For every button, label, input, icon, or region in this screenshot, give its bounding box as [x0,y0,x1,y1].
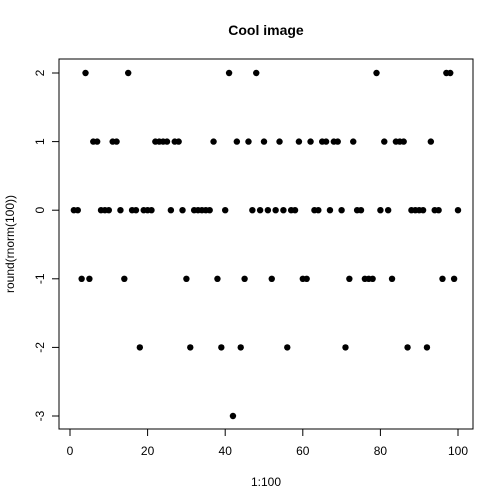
data-point [117,207,124,214]
plot-box [58,58,474,430]
data-point [322,138,330,145]
data-point [183,275,190,282]
data-point [132,207,140,214]
data-point [229,412,237,420]
y-tick-label: 0 [33,207,47,214]
data-point [439,275,446,282]
data-point [342,344,349,351]
data-point [284,344,291,351]
data-point [419,207,427,214]
data-point [388,275,396,282]
data-point [237,344,244,351]
data-point [260,138,268,145]
data-point [350,138,357,145]
data-point [381,138,388,145]
data-point [206,207,213,214]
data-point [121,275,128,282]
data-point [113,138,120,145]
data-point [74,207,81,214]
data-point [136,344,144,351]
data-point [384,207,392,214]
data-point [307,138,314,145]
data-point [295,138,303,145]
data-point [167,207,175,214]
data-point [245,138,252,145]
x-tick-label: 20 [141,444,155,458]
data-point [357,207,365,214]
x-tick-label: 60 [296,444,310,458]
data-point [334,138,341,145]
data-point [125,69,132,77]
data-point [210,138,217,145]
y-tick-label: -2 [33,342,47,353]
data-point [450,275,458,282]
data-point [214,275,221,282]
data-point [264,207,272,214]
data-point [179,207,186,214]
data-point [249,207,256,214]
data-point [400,138,407,145]
data-point [175,138,182,145]
data-point [233,138,241,145]
data-point [369,275,376,282]
data-point [423,344,431,351]
data-point [280,207,287,214]
y-axis-label: round(rnorm(100)) [3,195,17,293]
x-axis-label: 1:100 [251,475,281,489]
data-point [291,207,299,214]
data-point [256,207,264,214]
data-point [346,275,353,282]
data-point [326,207,334,214]
x-tick-label: 40 [219,444,233,458]
x-tick-label: 80 [374,444,388,458]
y-tick-label: 2 [33,69,47,76]
x-tick-label: 0 [67,444,74,458]
data-point [338,207,345,214]
chart-marks: 0 20 40 60 80 100 -3 -2 -1 0 1 2 [33,69,468,458]
data-point [435,207,442,214]
data-point [377,207,384,214]
y-tick-label: 1 [33,138,47,145]
x-tick-label: 100 [448,444,468,458]
data-point [447,69,454,77]
data-point [222,207,229,214]
data-point [241,275,248,282]
y-tick-label: -3 [33,410,47,421]
data-point [218,344,225,351]
data-point [93,138,101,145]
data-point [225,69,233,77]
data-point [303,275,310,282]
data-point [187,344,194,351]
data-point [272,207,279,214]
data-point [163,138,171,145]
data-point [404,344,411,351]
data-point [427,138,435,145]
data-point [315,207,322,214]
data-point [148,207,155,214]
data-point [86,275,93,282]
data-point [82,69,89,77]
data-point [373,69,380,77]
y-tick-label: -1 [33,273,47,284]
data-point [276,138,283,145]
data-point [105,207,113,214]
data-point [253,69,260,77]
data-point [268,275,275,282]
data-point [454,207,462,214]
data-point [78,275,85,282]
chart-title: Cool image [228,22,304,38]
